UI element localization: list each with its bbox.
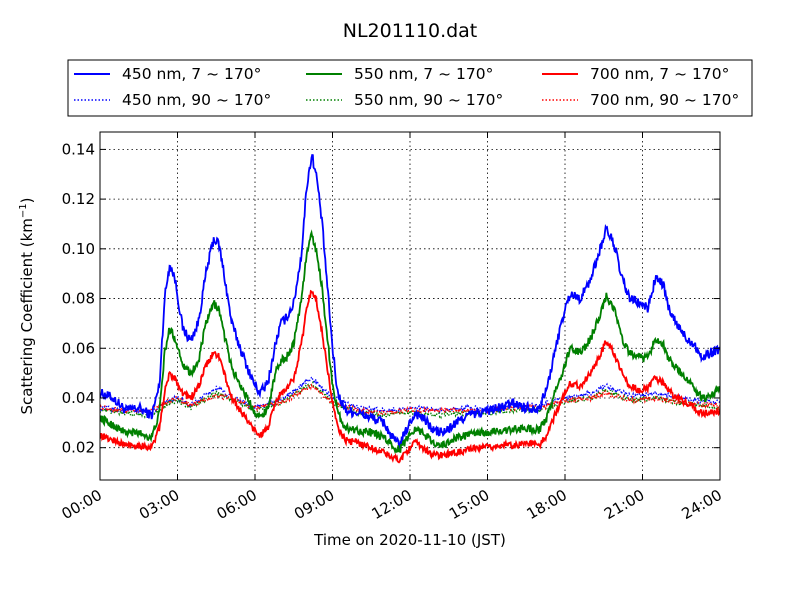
y-tick-label: 0.08 [62, 290, 95, 308]
legend-box [67, 59, 753, 117]
x-tick-label: 06:00 [214, 486, 260, 523]
series-line [100, 375, 720, 416]
chart-title: NL201110.dat [343, 20, 478, 42]
y-tick-label: 0.04 [62, 389, 95, 407]
x-tick-label: 12:00 [369, 486, 415, 523]
y-axis-label: Scattering Coefficient (km−1) [18, 197, 36, 414]
series-line [100, 383, 720, 416]
series-line [100, 154, 720, 450]
legend-label: 700 nm, 90 ~ 170° [590, 91, 739, 109]
y-tick-label: 0.02 [62, 439, 95, 457]
legend-label: 550 nm, 7 ~ 170° [354, 65, 493, 83]
legend: 450 nm, 7 ~ 170° 550 nm, 7 ~ 170° 700 nm, … [67, 59, 753, 117]
x-tick-label: 18:00 [524, 486, 570, 523]
y-tick-label: 0.06 [62, 339, 95, 357]
x-tick-label: 09:00 [291, 486, 337, 523]
x-tick-label: 03:00 [136, 486, 182, 523]
x-axis-label: Time on 2020-11-10 (JST) [313, 531, 506, 549]
legend-label: 700 nm, 7 ~ 170° [590, 65, 729, 83]
y-tick-label: 0.12 [62, 190, 95, 208]
x-tick-label: 00:00 [59, 486, 105, 523]
legend-label: 550 nm, 90 ~ 170° [354, 91, 503, 109]
series-line [100, 289, 720, 464]
x-tick-label: 15:00 [446, 486, 492, 523]
y-tick-label: 0.14 [62, 140, 95, 158]
y-tick-label: 0.10 [62, 240, 95, 258]
x-tick-label: 24:00 [679, 486, 725, 523]
legend-label: 450 nm, 7 ~ 170° [122, 65, 261, 83]
plot-area: 00:00 03:00 06:00 09:00 12:00 15:00 18:00 21:00… [59, 131, 725, 523]
x-tick-label: 21:00 [601, 486, 647, 523]
series-line [100, 380, 720, 420]
plot-background [100, 132, 720, 480]
series-line [100, 229, 720, 454]
legend-label: 450 nm, 90 ~ 170° [122, 91, 271, 109]
